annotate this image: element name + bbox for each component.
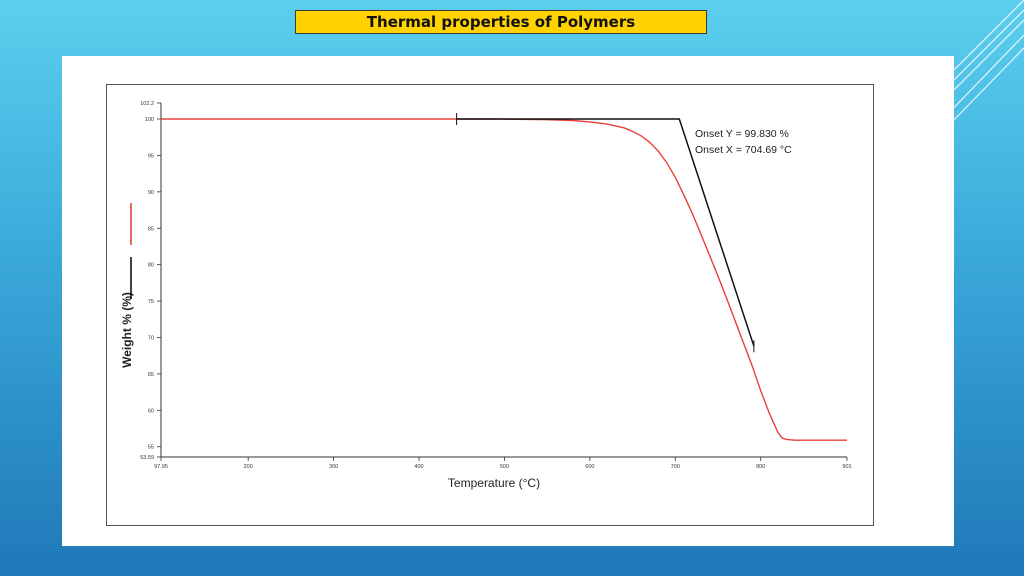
onset-annotation: Onset Y = 99.830 % xyxy=(695,128,789,140)
x-tick-label: 97.95 xyxy=(154,464,168,470)
y-tick-label: 60 xyxy=(148,408,154,414)
y-axis-label: Weight % (%) xyxy=(120,292,134,368)
y-tick-label: 85 xyxy=(148,226,154,232)
y-tick-label: 95 xyxy=(148,153,154,159)
x-tick-label: 300 xyxy=(329,464,338,470)
x-tick-label: 800 xyxy=(756,464,765,470)
onset-tangent-line xyxy=(456,118,755,347)
y-tick-label: 102.2 xyxy=(140,101,154,107)
y-tick-label: 80 xyxy=(148,263,154,269)
decorative-stripes xyxy=(944,0,1024,126)
y-tick-label: 65 xyxy=(148,372,154,378)
x-tick-label: 700 xyxy=(671,464,680,470)
x-tick-label: 500 xyxy=(500,464,509,470)
chart-frame: 102.2 100 95 90 85 80 75 70 65 60 55 53.59 97.95 200 3… xyxy=(106,84,874,526)
chart-panel: 102.2 100 95 90 85 80 75 70 65 60 55 53.59 97.95 200 3… xyxy=(62,56,954,546)
x-axis-label: Temperature (°C) xyxy=(448,476,540,490)
y-tick-label: 55 xyxy=(148,445,154,451)
y-tick-label: 70 xyxy=(148,335,154,341)
slide-title: Thermal properties of Polymers xyxy=(295,10,707,34)
x-tick-label: 400 xyxy=(414,464,423,470)
y-tick-label: 53.59 xyxy=(140,455,154,461)
x-tick-label: 200 xyxy=(244,464,253,470)
y-tick-label: 100 xyxy=(145,117,154,123)
x-tick-label: 901 xyxy=(842,464,851,470)
x-tick-label: 600 xyxy=(585,464,594,470)
y-tick-label: 90 xyxy=(148,190,154,196)
onset-annotation: Onset X = 704.69 °C xyxy=(695,144,792,156)
y-tick-label: 75 xyxy=(148,299,154,305)
weight-curve-line xyxy=(161,118,847,441)
